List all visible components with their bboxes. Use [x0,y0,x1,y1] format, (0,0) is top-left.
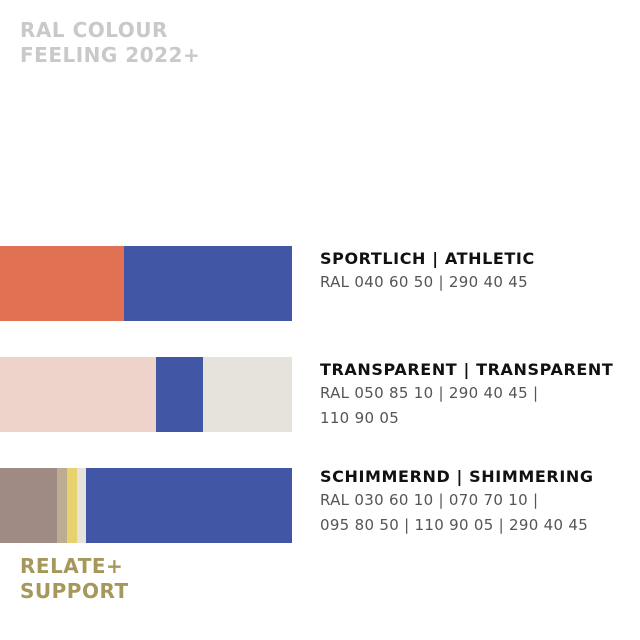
page-header: RAL COLOUR FEELING 2022+ [20,18,200,68]
color-swatch [0,357,157,432]
color-bar-2 [0,357,292,432]
footer-line-1: RELATE+ [20,554,124,578]
color-swatch [202,357,292,432]
footer-brand: RELATE+ SUPPORT [20,554,129,604]
color-swatch [0,246,125,321]
color-swatch [0,468,57,543]
color-swatch [77,468,87,543]
color-swatch [67,468,78,543]
ral-code-line: RAL 050 85 10 | 290 40 45 | [320,384,539,402]
palette-title: SCHIMMERND | SHIMMERING [320,467,594,486]
color-swatch [156,357,203,432]
palette-label-2: TRANSPARENT | TRANSPARENT RAL 050 85 10 |… [320,359,630,431]
ral-code-line: RAL 030 60 10 | 070 70 10 | [320,491,539,509]
palette-title: SPORTLICH | ATHLETIC [320,249,535,268]
header-line-2: FEELING 2022+ [20,43,201,67]
color-swatch [56,468,68,543]
color-bar-1 [0,246,292,321]
ral-code-line: RAL 040 60 50 | 290 40 45 [320,273,528,291]
color-bar-3 [0,468,292,543]
color-swatch [124,246,292,321]
palette-label-3: SCHIMMERND | SHIMMERING RAL 030 60 10 | 0… [320,466,630,538]
header-line-1: RAL COLOUR [20,18,168,42]
ral-code-line: 110 90 05 [320,409,400,427]
palette-title: TRANSPARENT | TRANSPARENT [320,360,614,379]
footer-line-2: SUPPORT [20,579,129,603]
palette-label-1: SPORTLICH | ATHLETIC RAL 040 60 50 | 290 … [320,248,630,295]
color-swatch [86,468,292,543]
ral-code-line: 095 80 50 | 110 90 05 | 290 40 45 [320,516,589,534]
